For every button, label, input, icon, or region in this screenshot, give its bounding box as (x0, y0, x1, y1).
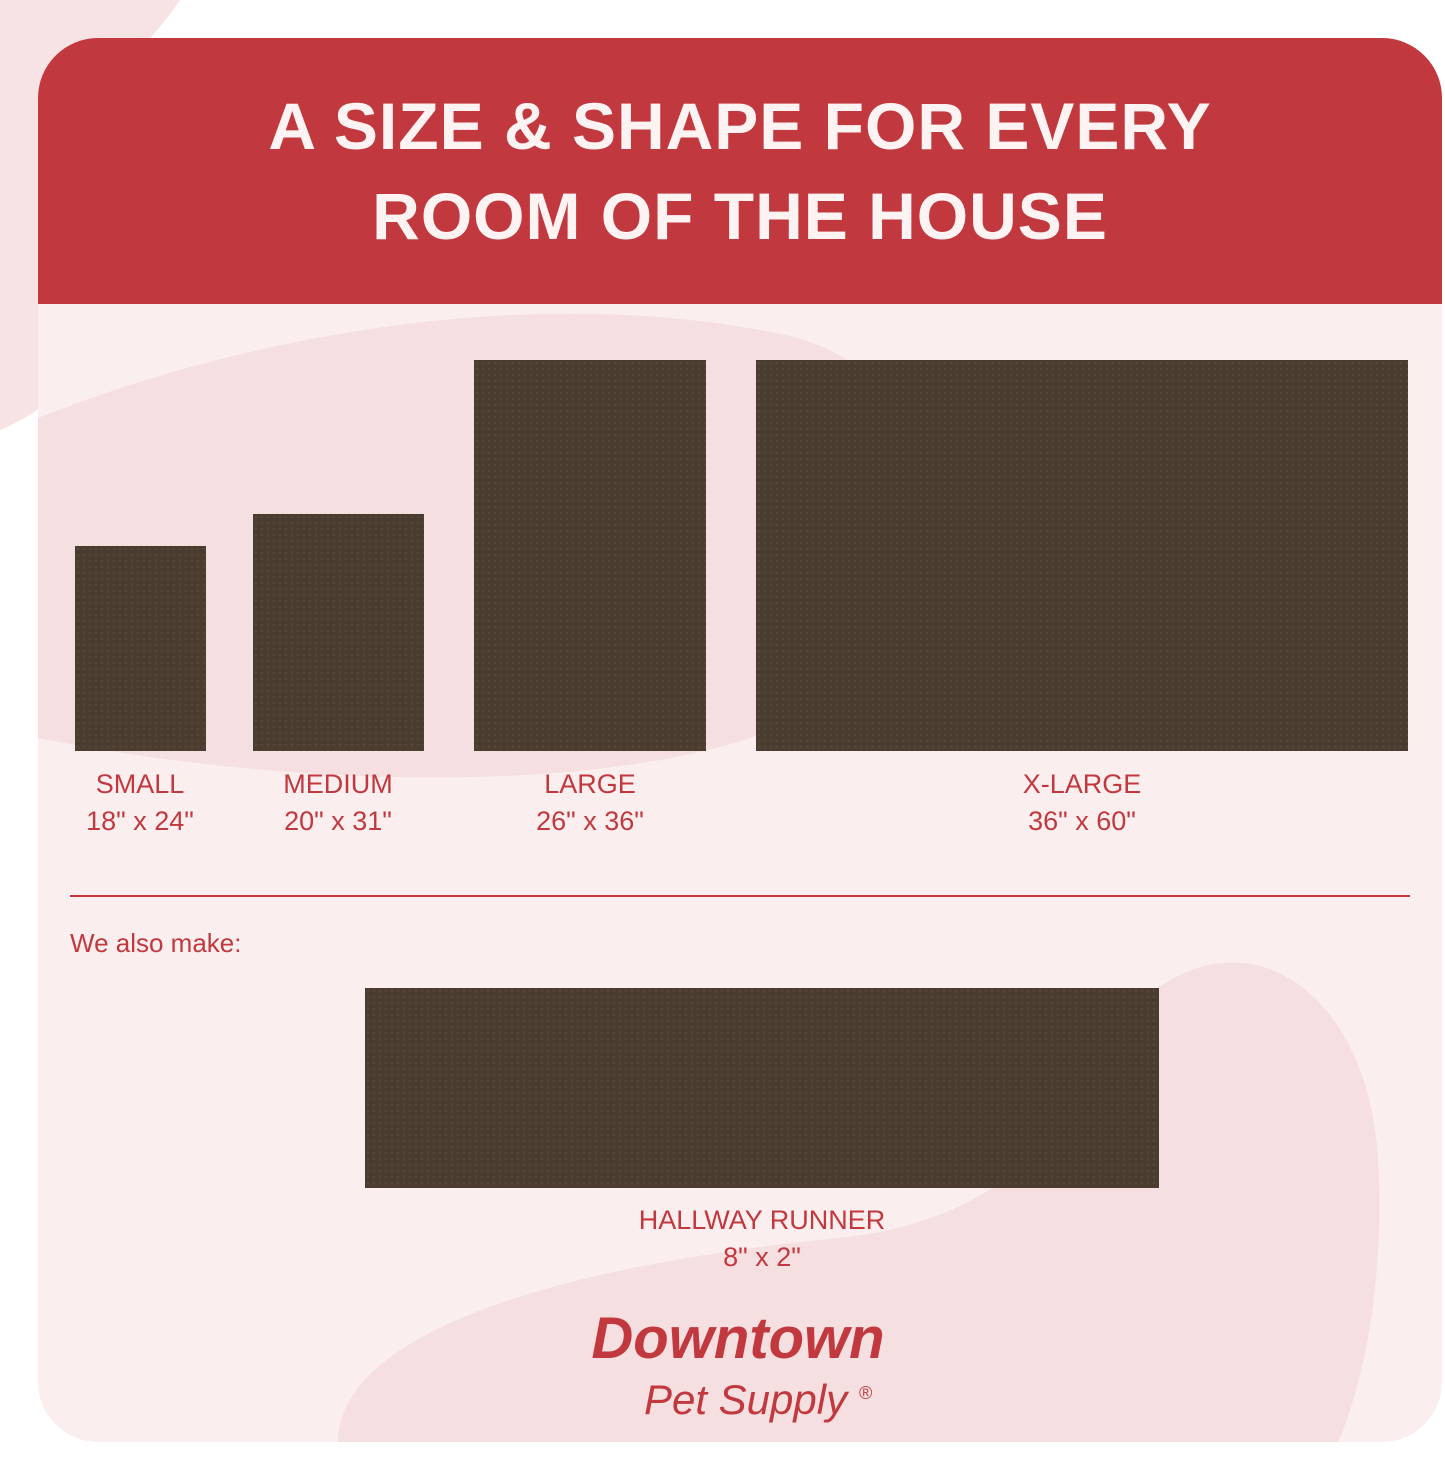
headline-line-1: A SIZE & SHAPE FOR EVERY (268, 89, 1212, 163)
logo-line-2: Pet Supply ® (538, 1370, 938, 1423)
also-make-label: We also make: (70, 928, 242, 958)
size-dims: 36" x 60" (1028, 806, 1136, 836)
size-name: X-LARGE (1022, 769, 1142, 799)
headline-line-2: ROOM OF THE HOUSE (372, 179, 1108, 253)
size-label-runner: HALLWAY RUNNER 8" x 2" (562, 1202, 962, 1276)
mat-medium (253, 514, 424, 751)
size-name: LARGE (544, 769, 636, 799)
size-dims: 26" x 36" (536, 806, 644, 836)
mat-large (474, 360, 706, 751)
size-dims: 20" x 31" (284, 806, 392, 836)
size-dims: 8" x 2" (723, 1242, 801, 1272)
divider (70, 895, 1410, 897)
size-name: HALLWAY RUNNER (638, 1205, 886, 1235)
size-label-small: SMALL 18" x 24" (50, 766, 230, 840)
size-name: SMALL (95, 769, 185, 799)
infographic-card: A SIZE & SHAPE FOR EVERY ROOM OF THE HOU… (38, 38, 1442, 1442)
header-banner: A SIZE & SHAPE FOR EVERY ROOM OF THE HOU… (38, 38, 1442, 304)
registered-mark: ® (858, 1383, 873, 1403)
mat-small (75, 546, 206, 751)
size-name: MEDIUM (283, 769, 393, 799)
logo-text: Pet Supply (643, 1376, 848, 1423)
size-label-medium: MEDIUM 20" x 31" (238, 766, 438, 840)
size-label-x-large: X-LARGE 36" x 60" (982, 766, 1182, 840)
brand-logo: Downtown Pet Supply ® (538, 1308, 938, 1423)
mat-x-large (756, 360, 1408, 751)
mat-hallway-runner (365, 988, 1159, 1188)
size-dims: 18" x 24" (86, 806, 194, 836)
size-label-large: LARGE 26" x 36" (490, 766, 690, 840)
logo-line-1: Downtown (591, 1306, 885, 1371)
